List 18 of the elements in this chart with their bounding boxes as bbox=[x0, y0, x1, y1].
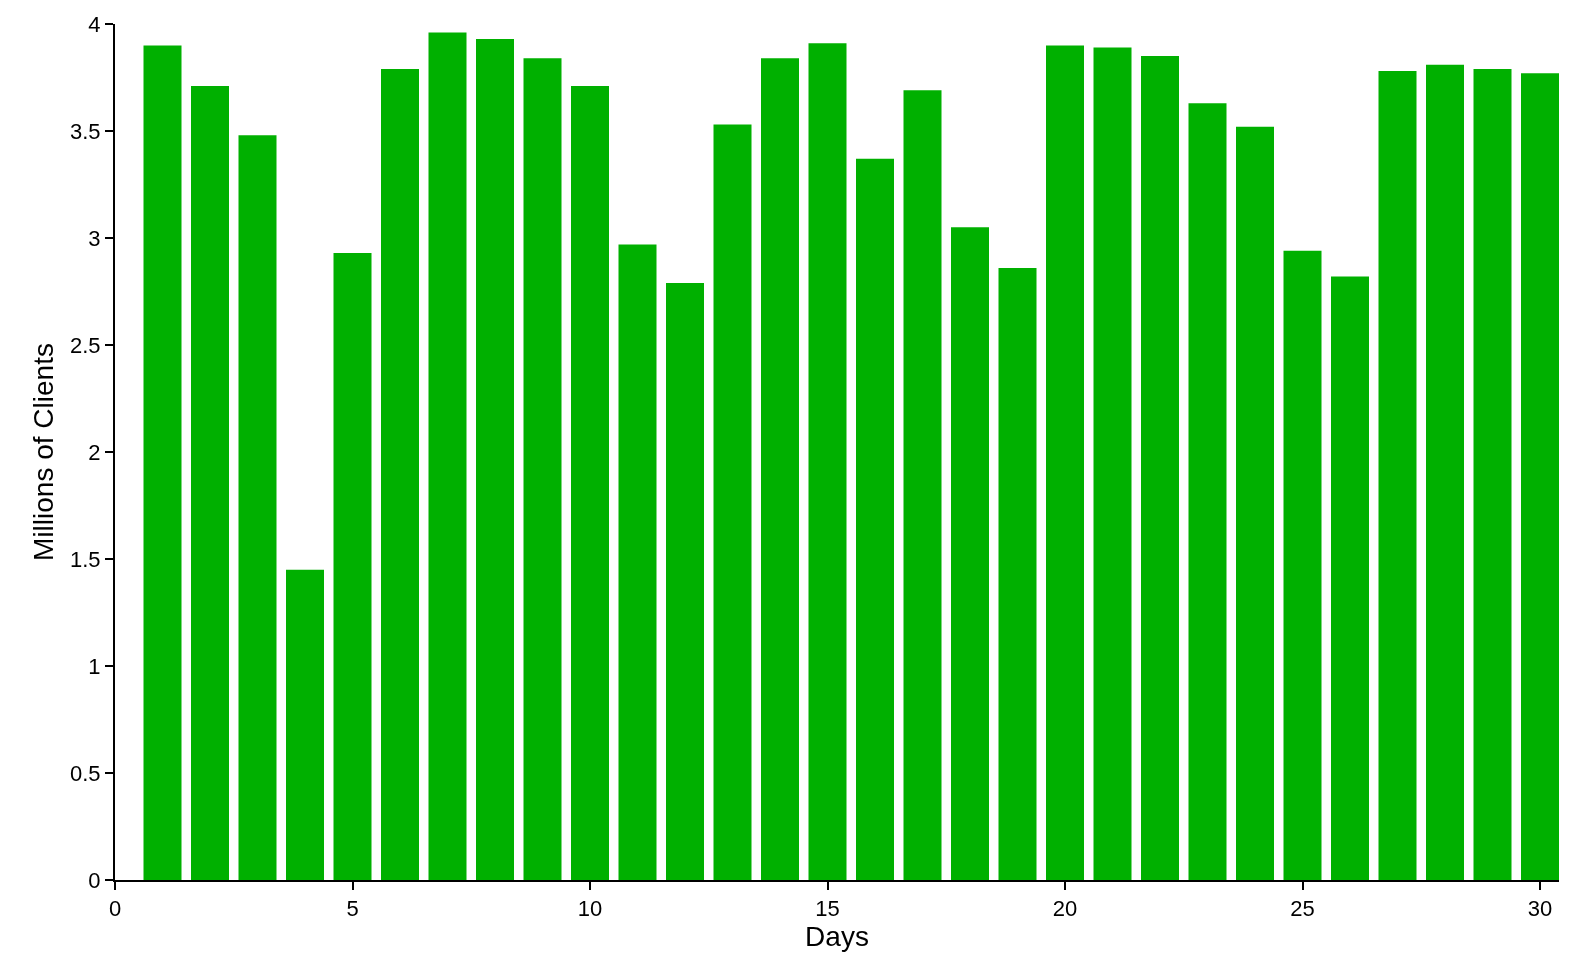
y-tick-label: 3.5 bbox=[70, 118, 101, 144]
x-axis-title: Days bbox=[805, 921, 869, 953]
x-tick-label: 0 bbox=[108, 896, 122, 922]
x-tick-label: 5 bbox=[346, 896, 359, 922]
x-tick-label: 25 bbox=[1290, 896, 1315, 922]
y-tick-label: 0.5 bbox=[70, 760, 101, 786]
x-tick-label: 10 bbox=[577, 896, 603, 922]
y-tick-label: 1.5 bbox=[70, 546, 101, 572]
y-axis-title: Millions of Clients bbox=[28, 343, 60, 561]
y-tick-label: 0 bbox=[88, 867, 101, 893]
y-tick-label: 1 bbox=[88, 653, 101, 679]
y-tick-label: 2 bbox=[88, 439, 101, 465]
y-tick-label: 4 bbox=[88, 11, 101, 37]
x-tick-label: 15 bbox=[815, 896, 840, 922]
x-tick-label: 30 bbox=[1527, 896, 1553, 922]
y-tick-label: 2.5 bbox=[70, 332, 101, 358]
x-tick-label: 20 bbox=[1052, 896, 1078, 922]
y-tick-label: 3 bbox=[88, 225, 101, 251]
